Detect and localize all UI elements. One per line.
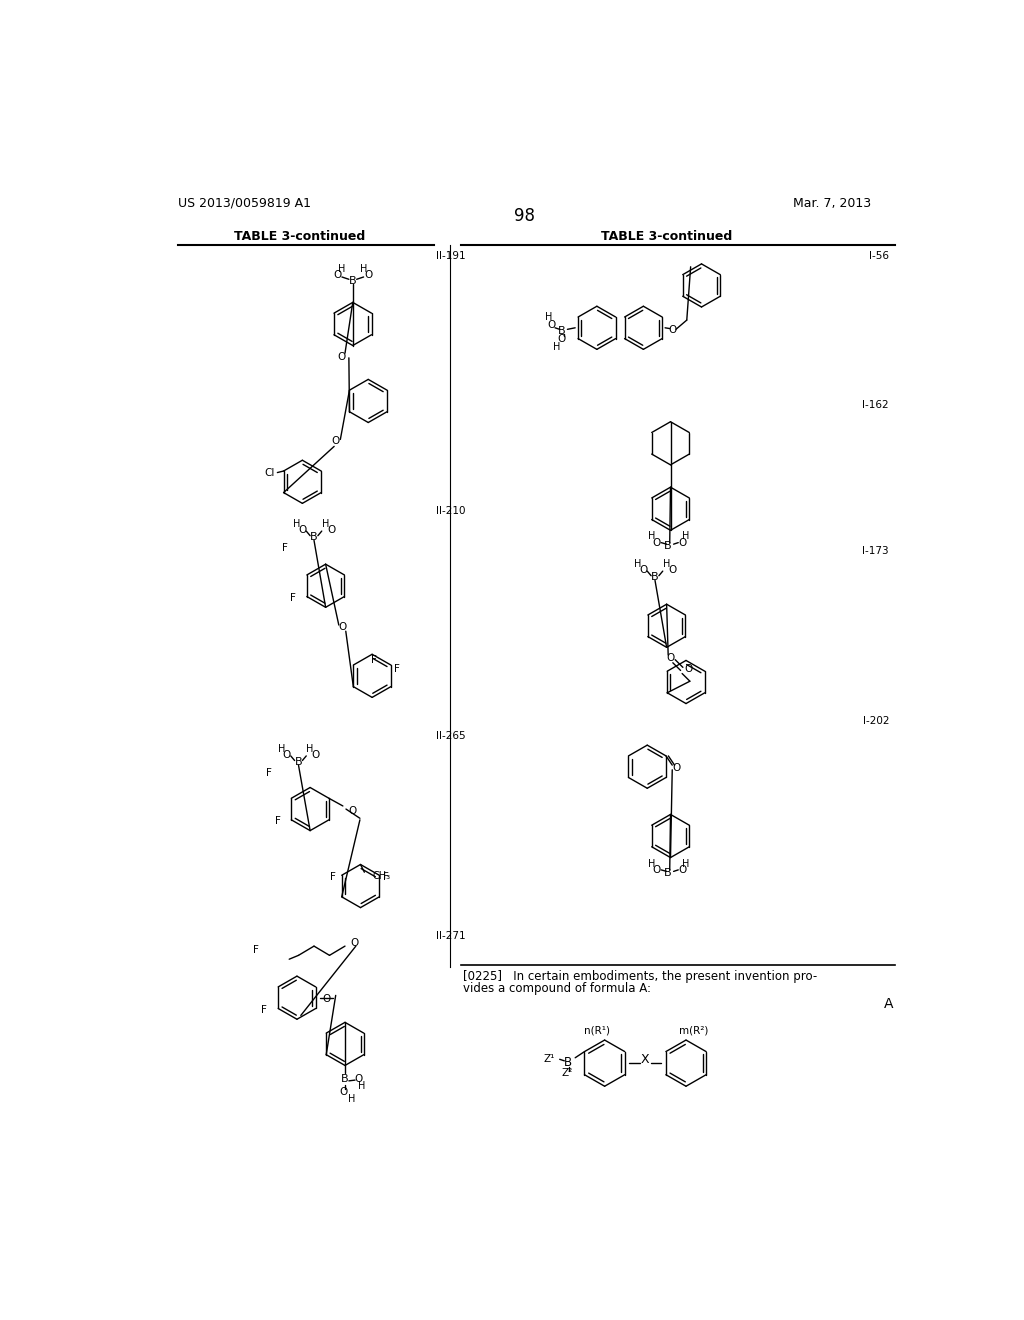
Text: B: B xyxy=(665,869,672,878)
Text: Mar. 7, 2013: Mar. 7, 2013 xyxy=(794,197,871,210)
Text: O: O xyxy=(669,325,677,335)
Text: II-191: II-191 xyxy=(436,251,466,261)
Text: vides a compound of formula A:: vides a compound of formula A: xyxy=(463,982,651,995)
Text: H: H xyxy=(306,744,313,754)
Text: O: O xyxy=(558,334,566,345)
Text: Cl: Cl xyxy=(264,469,274,478)
Text: F: F xyxy=(266,768,272,777)
Text: H: H xyxy=(358,1081,366,1092)
Text: O: O xyxy=(667,653,675,663)
Text: Z¹: Z¹ xyxy=(544,1055,555,1064)
Text: O: O xyxy=(684,664,692,675)
Text: H: H xyxy=(359,264,368,273)
Text: A: A xyxy=(884,997,893,1011)
Text: O: O xyxy=(355,1073,364,1084)
Text: O: O xyxy=(298,525,306,536)
Text: H: H xyxy=(682,859,690,869)
Text: B: B xyxy=(651,573,658,582)
Text: H: H xyxy=(648,859,655,869)
Text: H: H xyxy=(682,532,690,541)
Text: F: F xyxy=(371,656,377,665)
Text: F: F xyxy=(394,664,400,675)
Text: O: O xyxy=(348,805,356,816)
Text: 98: 98 xyxy=(514,207,536,226)
Text: O: O xyxy=(548,319,556,330)
Text: n(R¹): n(R¹) xyxy=(584,1026,610,1036)
Text: H: H xyxy=(347,1094,355,1105)
Text: F: F xyxy=(253,945,259,954)
Text: B: B xyxy=(558,326,566,335)
Text: B: B xyxy=(341,1073,349,1084)
Text: O: O xyxy=(673,763,681,774)
Text: F: F xyxy=(290,593,296,603)
Text: O: O xyxy=(333,271,341,280)
Text: O: O xyxy=(332,436,340,446)
Text: US 2013/0059819 A1: US 2013/0059819 A1 xyxy=(178,197,311,210)
Text: II-210: II-210 xyxy=(436,506,466,516)
Text: O: O xyxy=(283,750,291,760)
Text: H: H xyxy=(338,264,345,273)
Text: Z²: Z² xyxy=(562,1068,573,1078)
Text: H: H xyxy=(545,312,553,322)
Text: B: B xyxy=(665,541,672,550)
Text: F: F xyxy=(383,871,388,882)
Text: O: O xyxy=(339,622,347,632)
Text: II-271: II-271 xyxy=(436,931,466,941)
Text: O: O xyxy=(339,1086,347,1097)
Text: O: O xyxy=(327,525,335,536)
Text: O: O xyxy=(678,537,686,548)
Text: I-173: I-173 xyxy=(862,546,889,556)
Text: F: F xyxy=(282,543,288,553)
Text: I-202: I-202 xyxy=(862,715,889,726)
Text: O: O xyxy=(350,939,358,948)
Text: I-56: I-56 xyxy=(869,251,889,261)
Text: B: B xyxy=(563,1056,571,1069)
Text: m(R²): m(R²) xyxy=(679,1026,709,1036)
Text: O: O xyxy=(323,994,331,1005)
Text: H: H xyxy=(663,560,671,569)
Text: F: F xyxy=(274,816,281,826)
Text: [0225]   In certain embodiments, the present invention pro-: [0225] In certain embodiments, the prese… xyxy=(463,970,817,983)
Text: TABLE 3-continued: TABLE 3-continued xyxy=(234,231,366,243)
Text: TABLE 3-continued: TABLE 3-continued xyxy=(601,231,732,243)
Text: H: H xyxy=(278,744,285,754)
Text: O: O xyxy=(678,865,686,875)
Text: O: O xyxy=(639,565,647,576)
Text: H: H xyxy=(648,532,655,541)
Text: B: B xyxy=(349,276,356,286)
Text: O: O xyxy=(365,271,373,280)
Text: O: O xyxy=(311,750,319,760)
Text: O: O xyxy=(668,565,676,576)
Text: H: H xyxy=(322,519,330,529)
Text: F: F xyxy=(330,871,336,882)
Text: I-162: I-162 xyxy=(862,400,889,409)
Text: H: H xyxy=(553,342,560,352)
Text: O: O xyxy=(337,352,345,362)
Text: X: X xyxy=(641,1053,649,1065)
Text: O: O xyxy=(652,537,660,548)
Text: F: F xyxy=(261,1005,267,1015)
Text: B: B xyxy=(310,532,317,543)
Text: O: O xyxy=(652,865,660,875)
Text: CH₃: CH₃ xyxy=(372,871,390,880)
Text: H: H xyxy=(293,519,301,529)
Text: B: B xyxy=(295,758,302,767)
Text: II-265: II-265 xyxy=(436,731,466,741)
Text: H: H xyxy=(634,560,642,569)
